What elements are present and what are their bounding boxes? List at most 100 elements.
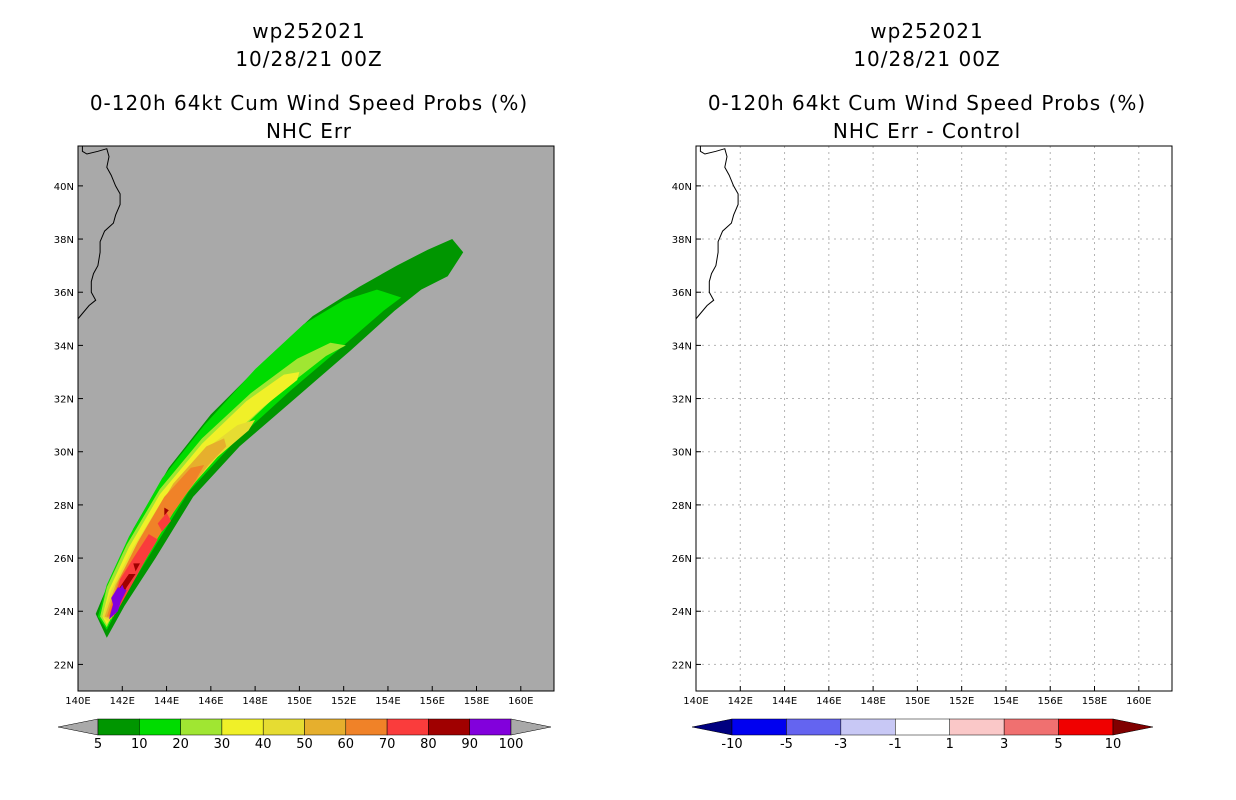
left-xtick-label-150E: 150E: [287, 696, 312, 707]
left-xtick-label-156E: 156E: [420, 696, 445, 707]
left-colorbar-label-6: 60: [338, 737, 355, 752]
left-plot-frame: [77, 145, 555, 692]
right-colorbar-label-1: -5: [780, 737, 793, 752]
right-xtick-label-142E: 142E: [728, 696, 753, 707]
right-date: 10/28/21 00Z: [853, 47, 1000, 71]
right-colorbar-box-1: [786, 718, 842, 736]
left-colorbar-box-1: [139, 718, 181, 736]
left-colorbar-label-3: 30: [214, 737, 231, 752]
right-ytick-label-24N: 24N: [672, 607, 692, 618]
left-xtick-label-154E: 154E: [375, 696, 400, 707]
left-colorbar-box-7: [386, 718, 429, 736]
right-subtitle: NHC Err - Control: [833, 119, 1021, 143]
right-xtick-label-156E: 156E: [1038, 696, 1063, 707]
right-ytick-label-38N: 38N: [672, 235, 692, 246]
right-colorbar-label-2: -3: [834, 737, 847, 752]
right-xtick-label-150E: 150E: [905, 696, 930, 707]
left-colorbar-label-10: 100: [499, 737, 524, 752]
left-xtick-label-148E: 148E: [242, 696, 267, 707]
left-subtitle: NHC Err: [266, 119, 352, 143]
right-ytick-label-30N: 30N: [672, 448, 692, 459]
right-colorbar-box-2: [840, 718, 896, 736]
right-colorbar-label-5: 3: [1000, 737, 1008, 752]
right-colorbar-over-arrow: [1112, 718, 1154, 736]
left-colorbar-box-3: [221, 718, 264, 736]
right-xtick-label-152E: 152E: [949, 696, 974, 707]
right-ytick-label-32N: 32N: [672, 395, 692, 406]
right-colorbar-box-5: [1003, 718, 1059, 736]
left-storm-id: wp252021: [252, 19, 365, 43]
left-colorbar-box-2: [180, 718, 223, 736]
right-panel: wp252021 10/28/21 00Z 0-120h 64kt Cum Wi…: [672, 19, 1173, 752]
left-ytick-label-26N: 26N: [54, 554, 74, 565]
left-xtick-label-146E: 146E: [198, 696, 223, 707]
left-panel: wp252021 10/28/21 00Z 0-120h 64kt Cum Wi…: [54, 19, 555, 752]
right-ytick-label-34N: 34N: [672, 341, 692, 352]
right-xtick-label-158E: 158E: [1082, 696, 1107, 707]
right-xtick-label-140E: 140E: [683, 696, 708, 707]
left-colorbar-box-8: [428, 718, 470, 736]
right-colorbar-label-3: -1: [889, 737, 902, 752]
right-ytick-label-40N: 40N: [672, 182, 692, 193]
right-colorbar-box-6: [1058, 718, 1114, 736]
right-colorbar-label-6: 5: [1054, 737, 1062, 752]
right-xtick-label-146E: 146E: [816, 696, 841, 707]
left-title: 0-120h 64kt Cum Wind Speed Probs (%): [90, 91, 528, 115]
right-colorbar-label-7: 10: [1105, 737, 1122, 752]
left-colorbar-box-0: [97, 718, 140, 736]
left-xtick-label-160E: 160E: [508, 696, 533, 707]
left-ytick-label-36N: 36N: [54, 288, 74, 299]
right-ytick-label-36N: 36N: [672, 288, 692, 299]
left-colorbar-under-arrow: [57, 718, 99, 736]
left-plot-background: [78, 146, 554, 691]
left-contour-5-0: [95, 239, 464, 638]
left-contour-80-10: [133, 563, 140, 572]
left-colorbar-label-1: 10: [131, 737, 148, 752]
right-plot-frame: [695, 145, 1173, 692]
left-ytick-label-32N: 32N: [54, 395, 74, 406]
right-ytick-label-26N: 26N: [672, 554, 692, 565]
left-colorbar-box-6: [345, 718, 388, 736]
left-xtick-label-144E: 144E: [154, 696, 179, 707]
left-contour-70-8: [157, 512, 171, 532]
right-xtick-label-144E: 144E: [772, 696, 797, 707]
right-plot-background: [696, 146, 1172, 691]
left-colorbar-label-9: 90: [461, 737, 478, 752]
left-ytick-label-40N: 40N: [54, 182, 74, 193]
left-colorbar-label-7: 70: [379, 737, 396, 752]
left-xtick-label-140E: 140E: [65, 696, 90, 707]
right-xtick-label-160E: 160E: [1126, 696, 1151, 707]
left-colorbar-box-9: [469, 718, 512, 736]
left-ytick-label-34N: 34N: [54, 341, 74, 352]
left-colorbar-label-0: 5: [94, 737, 102, 752]
right-xtick-label-154E: 154E: [993, 696, 1018, 707]
left-contour-100-13: [109, 584, 125, 620]
left-colorbar-label-5: 50: [296, 737, 313, 752]
right-colorbar-box-3: [895, 718, 950, 736]
left-ytick-label-30N: 30N: [54, 448, 74, 459]
left-xtick-label-158E: 158E: [464, 696, 489, 707]
right-xtick-label-148E: 148E: [860, 696, 885, 707]
left-coastline: [78, 146, 121, 320]
right-colorbar-box-4: [949, 718, 1005, 736]
left-ytick-label-22N: 22N: [54, 660, 74, 671]
left-ytick-label-38N: 38N: [54, 235, 74, 246]
right-ytick-label-22N: 22N: [672, 660, 692, 671]
right-storm-id: wp252021: [870, 19, 983, 43]
right-colorbar-under-arrow: [691, 718, 733, 736]
left-xtick-label-152E: 152E: [331, 696, 356, 707]
left-colorbar-box-4: [262, 718, 305, 736]
left-colorbar-box-5: [304, 718, 347, 736]
right-title: 0-120h 64kt Cum Wind Speed Probs (%): [708, 91, 1146, 115]
left-colorbar-label-2: 20: [172, 737, 189, 752]
right-colorbar-label-0: -10: [721, 737, 742, 752]
left-colorbar-label-8: 80: [420, 737, 437, 752]
left-colorbar-label-4: 40: [255, 737, 272, 752]
left-ytick-label-28N: 28N: [54, 501, 74, 512]
left-date: 10/28/21 00Z: [235, 47, 382, 71]
right-colorbar-label-4: 1: [946, 737, 954, 752]
left-ytick-label-24N: 24N: [54, 607, 74, 618]
left-xtick-label-142E: 142E: [110, 696, 135, 707]
right-ytick-label-28N: 28N: [672, 501, 692, 512]
